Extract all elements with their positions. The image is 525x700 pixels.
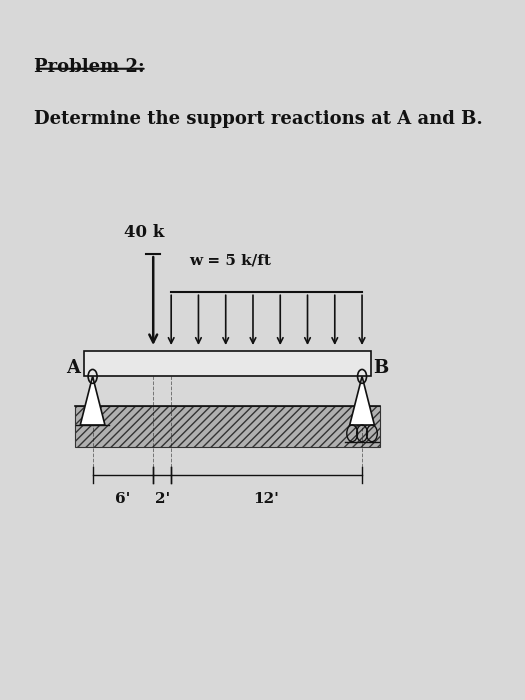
- Text: Problem 2:: Problem 2:: [34, 58, 145, 76]
- FancyBboxPatch shape: [83, 351, 371, 377]
- Text: 2': 2': [154, 492, 170, 506]
- Text: Determine the support reactions at A and B.: Determine the support reactions at A and…: [34, 111, 483, 128]
- Polygon shape: [80, 377, 105, 425]
- Text: 6': 6': [115, 492, 131, 506]
- Text: 12': 12': [254, 492, 279, 506]
- Text: w = 5 k/ft: w = 5 k/ft: [189, 253, 271, 267]
- FancyBboxPatch shape: [75, 405, 380, 447]
- Polygon shape: [350, 377, 374, 425]
- Text: B: B: [373, 359, 388, 377]
- Text: 40 k: 40 k: [124, 224, 164, 241]
- Text: A: A: [66, 359, 80, 377]
